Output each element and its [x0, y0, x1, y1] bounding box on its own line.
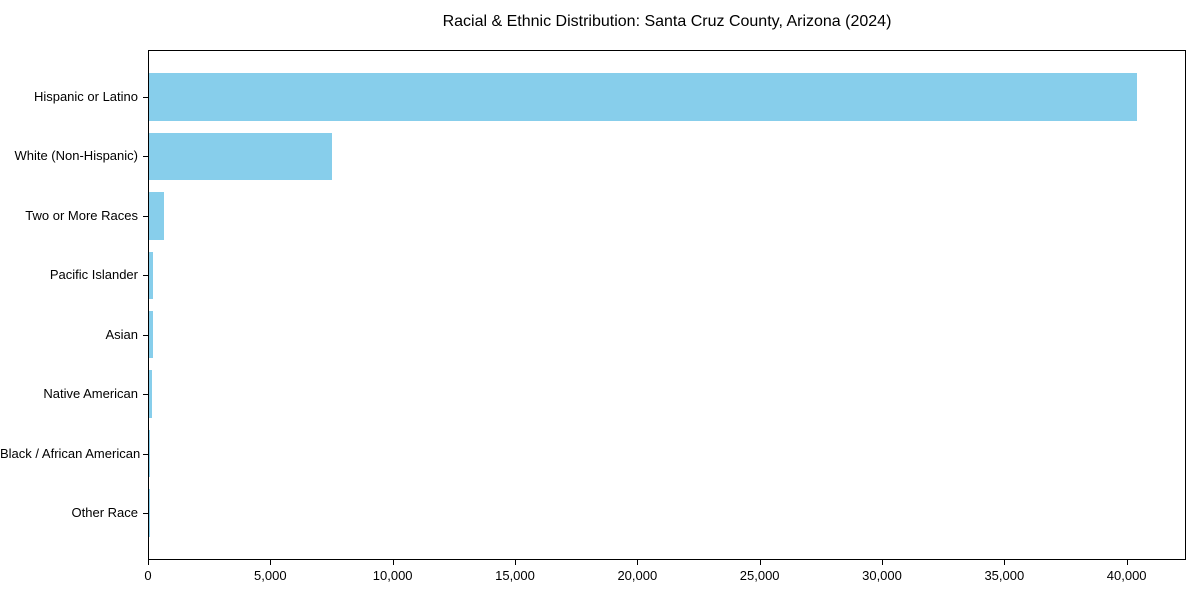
y-tick-mark [143, 275, 148, 277]
x-tick-mark [270, 560, 272, 565]
x-tick-label: 15,000 [495, 568, 535, 583]
x-tick-mark [1126, 560, 1128, 565]
y-tick-mark [143, 156, 148, 158]
x-tick-mark [1004, 560, 1006, 565]
y-tick-label: Native American [43, 386, 138, 402]
y-tick-mark [143, 513, 148, 514]
bar-white-non-hispanic [149, 132, 332, 181]
y-tick-mark [143, 334, 148, 336]
y-tick-label: Black / African American [0, 445, 141, 461]
x-tick-label: 30,000 [862, 568, 902, 583]
x-tick-label: 20,000 [617, 568, 658, 583]
bar-native-american [149, 370, 152, 418]
x-tick-label: 35,000 [984, 568, 1025, 583]
bar-asian [149, 310, 153, 359]
y-tick-mark [143, 453, 148, 455]
plot-area [148, 50, 1186, 560]
x-tick-mark [637, 560, 639, 565]
x-tick-label: 5,000 [254, 568, 287, 583]
y-tick-label: White (Non-Hispanic) [14, 148, 138, 164]
bar-pacific-islander [149, 251, 154, 300]
y-tick-label: Asian [105, 326, 138, 342]
x-tick-label: 25,000 [739, 568, 780, 583]
x-tick-mark [148, 560, 149, 565]
y-tick-mark [143, 394, 148, 396]
x-tick-label: 40,000 [1106, 568, 1147, 583]
x-tick-mark [515, 560, 516, 565]
chart-title: Racial & Ethnic Distribution: Santa Cruz… [442, 13, 892, 30]
y-tick-label: Pacific Islander [49, 267, 138, 283]
bar-black-african-american [149, 429, 150, 478]
y-tick-label: Other Race [71, 505, 138, 520]
y-tick-label: Hispanic or Latino [33, 89, 138, 104]
y-tick-label: Two or More Races [25, 207, 138, 223]
x-tick-mark [392, 560, 394, 565]
x-tick-mark [882, 560, 883, 565]
bar-two-or-more-races [149, 192, 165, 240]
x-tick-mark [759, 560, 761, 565]
y-tick-mark [143, 97, 148, 98]
x-tick-label: 0 [144, 568, 152, 583]
bar-hispanic-or-latino [149, 73, 1138, 121]
y-tick-mark [143, 215, 148, 217]
x-tick-label: 10,000 [372, 568, 413, 583]
